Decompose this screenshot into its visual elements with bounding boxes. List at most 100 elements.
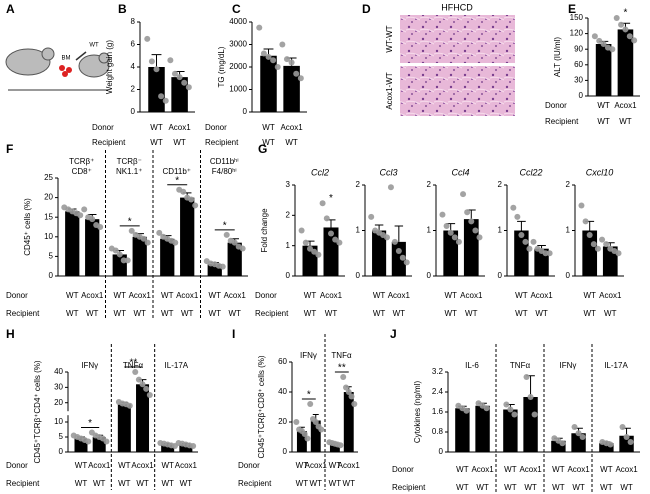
- data-point: [279, 41, 286, 48]
- data-point: [626, 33, 633, 40]
- y-axis-label: CD45⁺TCRβ⁺CD4⁺ cells (%): [33, 360, 42, 463]
- data-point: [464, 209, 471, 216]
- bar: [523, 397, 538, 452]
- significance: *: [329, 193, 333, 204]
- data-point: [81, 206, 88, 213]
- data-point: [315, 251, 322, 258]
- bar: [207, 264, 222, 276]
- recipient-label: WT: [262, 138, 275, 147]
- y-tick-label: 20: [54, 398, 63, 407]
- y-tick-label: 1: [498, 226, 503, 235]
- y-axis-label: Fold change: [260, 208, 269, 253]
- x-tick-label: WT: [150, 123, 163, 132]
- data-point: [188, 196, 195, 203]
- data-point: [132, 369, 139, 375]
- data-point: [128, 227, 135, 234]
- recipient-label: WT: [75, 479, 88, 488]
- data-point: [318, 426, 325, 433]
- bar: [443, 230, 459, 276]
- recipient-label: WT: [181, 309, 194, 318]
- y-tick-label: 0: [286, 271, 291, 280]
- recipient-label: WT: [133, 309, 146, 318]
- data-point: [623, 434, 630, 440]
- donor-mouse-head: [41, 47, 55, 61]
- data-point: [162, 97, 169, 104]
- recipient-label: WT: [173, 138, 186, 147]
- data-point: [85, 438, 92, 445]
- y-tick-label: 10: [44, 232, 53, 241]
- error-bar: [517, 220, 526, 231]
- data-point: [443, 222, 450, 229]
- row-label: Recipient: [92, 138, 126, 147]
- group-label: CD11bʰⁱ: [210, 157, 239, 166]
- x-tick-label: Acox1: [175, 461, 198, 470]
- data-point: [619, 424, 626, 430]
- data-point: [579, 434, 586, 440]
- chart-title: Ccl22: [519, 167, 542, 177]
- y-tick-label: 2: [498, 180, 503, 189]
- data-point: [600, 41, 607, 47]
- recipient-label: WT: [93, 479, 106, 488]
- recipient-label: WT: [620, 483, 633, 492]
- data-point: [265, 53, 272, 60]
- y-tick-label: 0.8: [432, 427, 444, 436]
- data-point: [596, 37, 603, 44]
- data-point: [510, 204, 517, 211]
- bm-cell: [62, 71, 68, 77]
- row-label: Donor: [392, 465, 414, 474]
- recipient-label: WT: [150, 138, 163, 147]
- data-point: [146, 392, 153, 399]
- x-tick-label: WT: [504, 465, 517, 474]
- histology-row-label: WT-WT: [385, 25, 394, 52]
- y-tick-label: 120: [570, 29, 584, 38]
- chart-title: Ccl2: [311, 167, 329, 177]
- data-point: [631, 37, 638, 44]
- y-tick-label: 2: [356, 180, 361, 189]
- donor-mouse: [5, 48, 51, 76]
- row-label: Recipient: [6, 479, 40, 488]
- data-point: [476, 234, 483, 241]
- data-point: [395, 247, 402, 254]
- data-point: [144, 239, 151, 246]
- data-point: [511, 411, 518, 418]
- row-label: Donor: [545, 101, 567, 110]
- data-point: [571, 424, 578, 430]
- y-tick-label: 1: [356, 226, 361, 235]
- data-point: [586, 232, 593, 239]
- recipient-label: WT: [118, 479, 131, 488]
- x-tick-label: Acox1: [176, 291, 199, 300]
- group-label: TCRβ⁺: [69, 157, 94, 166]
- data-point: [348, 393, 355, 400]
- group-label: CD8⁺: [72, 167, 92, 176]
- data-point: [451, 234, 458, 241]
- group-label: TCRβ⁻: [117, 157, 142, 166]
- bar: [179, 444, 193, 452]
- x-tick-label: WT: [114, 291, 127, 300]
- y-tick-label: 0: [49, 271, 54, 280]
- y-tick-label: 40: [54, 367, 63, 376]
- bar: [329, 443, 340, 452]
- y-tick-label: 2: [566, 180, 571, 189]
- data-point: [181, 79, 188, 86]
- data-point: [337, 442, 344, 449]
- significance: *: [623, 8, 627, 19]
- data-point: [140, 235, 147, 242]
- bm-cell: [59, 65, 65, 71]
- data-point: [340, 374, 347, 380]
- x-tick-label: WT: [583, 291, 596, 300]
- data-point: [223, 231, 230, 238]
- data-point: [323, 215, 330, 222]
- row-label: Recipient: [205, 138, 239, 147]
- data-point: [312, 419, 319, 425]
- bar: [161, 444, 175, 452]
- data-point: [622, 26, 629, 33]
- data-point: [447, 229, 454, 236]
- data-point: [527, 394, 534, 400]
- significance: **: [338, 363, 346, 374]
- data-point: [368, 213, 375, 220]
- x-tick-label: Acox1: [224, 291, 247, 300]
- recipient-label: WT: [476, 483, 489, 492]
- y-tick-label: 0: [498, 271, 503, 280]
- recipient-label: WT: [329, 479, 342, 488]
